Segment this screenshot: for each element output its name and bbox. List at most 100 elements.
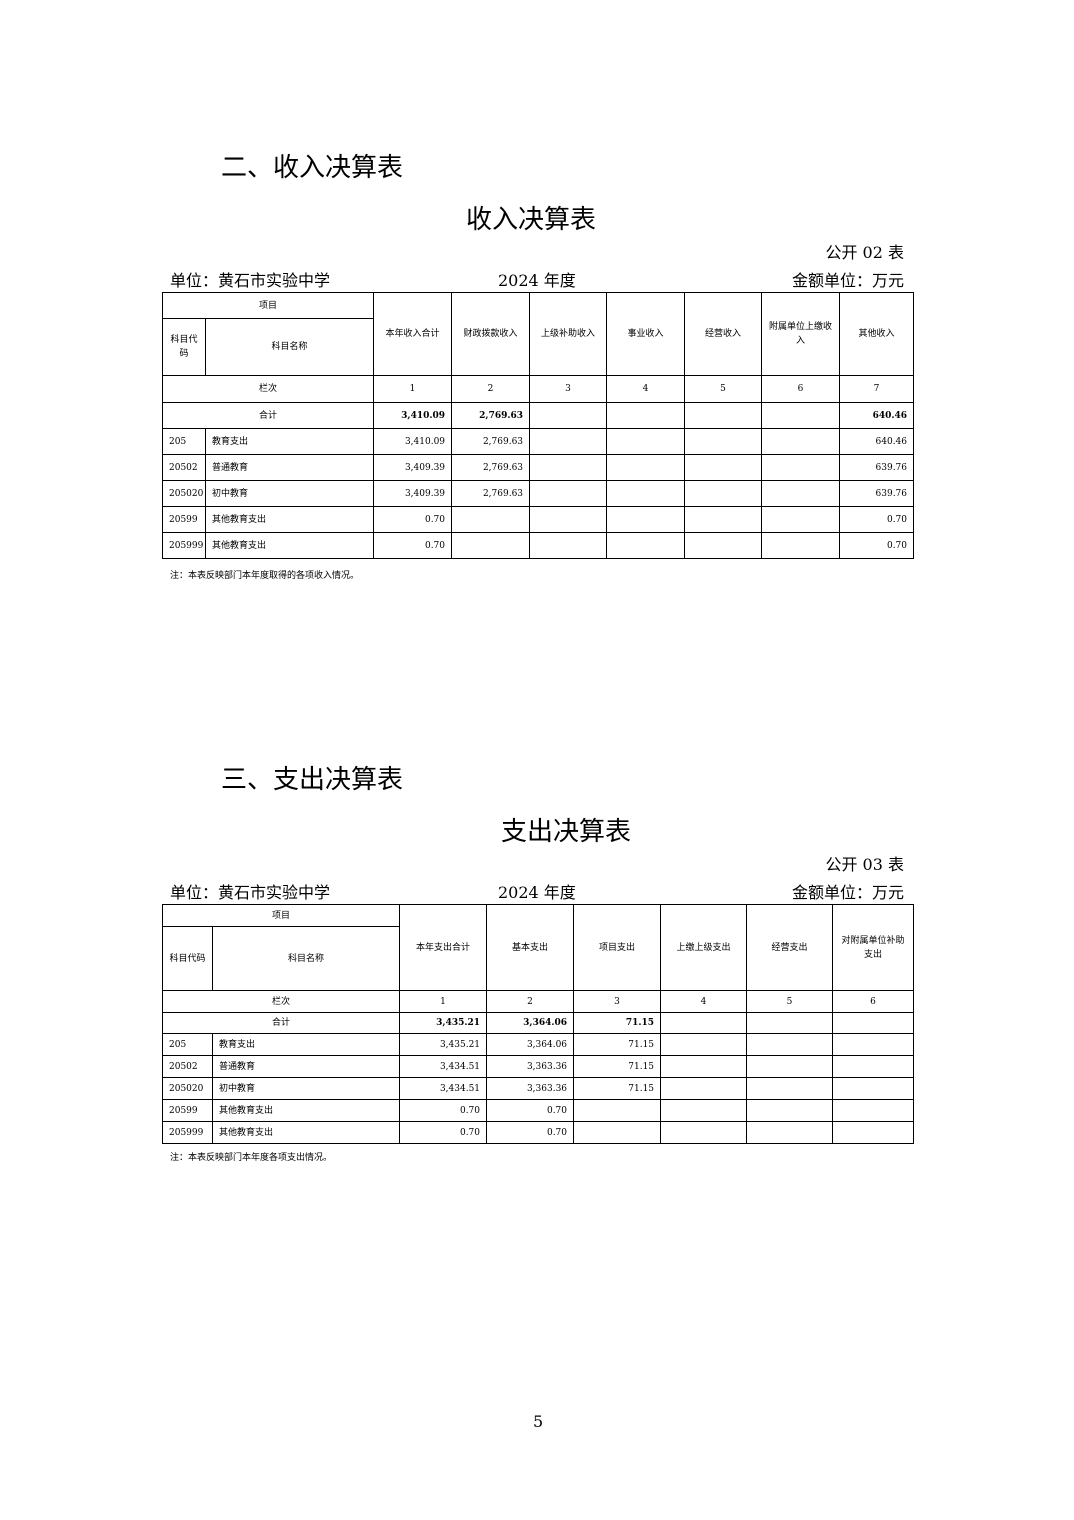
amount-cell [606, 428, 686, 455]
amount-cell [684, 454, 763, 481]
total-value [832, 1012, 915, 1034]
index-value: 1 [399, 990, 488, 1013]
page-number: 5 [533, 1412, 544, 1431]
total-value: 2,769.63 [451, 402, 531, 429]
index-value: 6 [761, 375, 841, 403]
amount-cell: 71.15 [573, 1033, 662, 1056]
amount-cell [761, 454, 841, 481]
column-header: 事业收入 [606, 292, 686, 376]
amount-cell [761, 532, 841, 559]
amount-cell [832, 1055, 915, 1078]
amount-cell: 3,435.21 [399, 1033, 488, 1056]
expense-form-number: 公开 03 表 [825, 855, 904, 874]
amount-cell: 0.70 [839, 506, 915, 533]
amount-cell: 639.76 [839, 454, 915, 481]
amount-cell [746, 1033, 834, 1056]
header-item: 项目 [161, 904, 401, 927]
subject-name: 教育支出 [204, 428, 375, 455]
subject-name: 其他教育支出 [211, 1121, 401, 1144]
subject-code: 205999 [162, 1121, 213, 1144]
amount-cell [761, 480, 841, 507]
subject-code: 205999 [162, 532, 206, 559]
amount-cell [832, 1121, 915, 1144]
column-header: 经营收入 [684, 292, 763, 376]
amount-cell [684, 428, 763, 455]
column-header: 对附属单位补助支出 [832, 904, 915, 991]
amount-cell [660, 1055, 748, 1078]
index-value: 5 [684, 375, 763, 403]
amount-cell: 639.76 [839, 480, 915, 507]
total-value [606, 402, 686, 429]
table-row: 205020 初中教育 3,409.39 2,769.63 639.76 [162, 480, 915, 507]
amount-cell [684, 532, 763, 559]
amount-cell [606, 532, 686, 559]
index-value: 3 [529, 375, 608, 403]
amount-cell: 0.70 [373, 532, 453, 559]
subject-code: 20599 [162, 506, 206, 533]
table-row: 205 教育支出 3,435.21 3,364.06 71.15 [162, 1033, 915, 1056]
header-item: 项目 [161, 292, 375, 319]
table-row: 205999 其他教育支出 0.70 0.70 [162, 532, 915, 559]
column-header: 经营支出 [746, 904, 834, 991]
subject-name: 初中教育 [211, 1077, 401, 1100]
income-amount-unit: 金额单位：万元 [791, 271, 904, 290]
total-value [660, 1012, 748, 1034]
amount-cell [660, 1033, 748, 1056]
amount-cell [573, 1121, 662, 1144]
amount-cell: 3,410.09 [373, 428, 453, 455]
amount-cell: 71.15 [573, 1077, 662, 1100]
amount-cell: 3,363.36 [486, 1077, 575, 1100]
subject-name: 初中教育 [204, 480, 375, 507]
amount-cell: 71.15 [573, 1055, 662, 1078]
header-row: 科目代码 科目名称 [162, 926, 914, 991]
header-name: 科目名称 [211, 926, 401, 991]
index-value: 3 [573, 990, 662, 1013]
amount-cell [573, 1099, 662, 1122]
amount-cell [529, 454, 608, 481]
index-value: 7 [839, 375, 915, 403]
amount-cell [660, 1121, 748, 1144]
amount-cell [606, 454, 686, 481]
table-row: 20502 普通教育 3,409.39 2,769.63 639.76 [162, 454, 915, 481]
amount-cell: 2,769.63 [451, 480, 531, 507]
amount-cell: 3,409.39 [373, 480, 453, 507]
table-row: 205020 初中教育 3,434.51 3,363.36 71.15 [162, 1077, 915, 1100]
index-row: 栏次 1 2 3 4 5 6 [161, 990, 915, 1013]
expense-amount-unit: 金额单位：万元 [791, 883, 904, 902]
amount-cell [761, 506, 841, 533]
table-row: 20599 其他教育支出 0.70 0.70 [162, 1099, 915, 1122]
expense-section-title: 三、支出决算表 [221, 765, 404, 795]
index-value: 1 [373, 375, 453, 403]
subject-name: 其他教育支出 [204, 506, 375, 533]
index-value: 2 [451, 375, 531, 403]
index-value: 4 [606, 375, 686, 403]
total-value [761, 402, 841, 429]
column-header: 基本支出 [486, 904, 575, 991]
income-form-number: 公开 02 表 [825, 243, 904, 262]
amount-cell: 2,769.63 [451, 454, 531, 481]
amount-cell [451, 506, 531, 533]
column-header: 附属单位上缴收入 [761, 292, 841, 376]
header-row: 项目 本年收入合计 财政拨款收入 上级补助收入 事业收入 经营收入 附属单位上缴收入 其他收入 [161, 292, 915, 376]
subject-name: 普通教育 [211, 1055, 401, 1078]
column-header: 本年支出合计 [399, 904, 488, 991]
amount-cell [684, 480, 763, 507]
subject-code: 205020 [162, 1077, 213, 1100]
amount-cell [529, 428, 608, 455]
total-value: 640.46 [839, 402, 915, 429]
subject-name: 普通教育 [204, 454, 375, 481]
income-table-title: 收入决算表 [466, 205, 597, 235]
total-value [746, 1012, 834, 1034]
column-header: 上缴上级支出 [660, 904, 748, 991]
index-value: 6 [832, 990, 915, 1013]
header-name: 科目名称 [204, 318, 375, 376]
amount-cell: 0.70 [399, 1099, 488, 1122]
subject-code: 205020 [162, 480, 206, 507]
index-value: 4 [660, 990, 748, 1013]
amount-cell: 2,769.63 [451, 428, 531, 455]
column-header: 项目支出 [573, 904, 662, 991]
amount-cell [832, 1077, 915, 1100]
income-section-title: 二、收入决算表 [221, 153, 404, 183]
amount-cell [529, 532, 608, 559]
total-value [529, 402, 608, 429]
